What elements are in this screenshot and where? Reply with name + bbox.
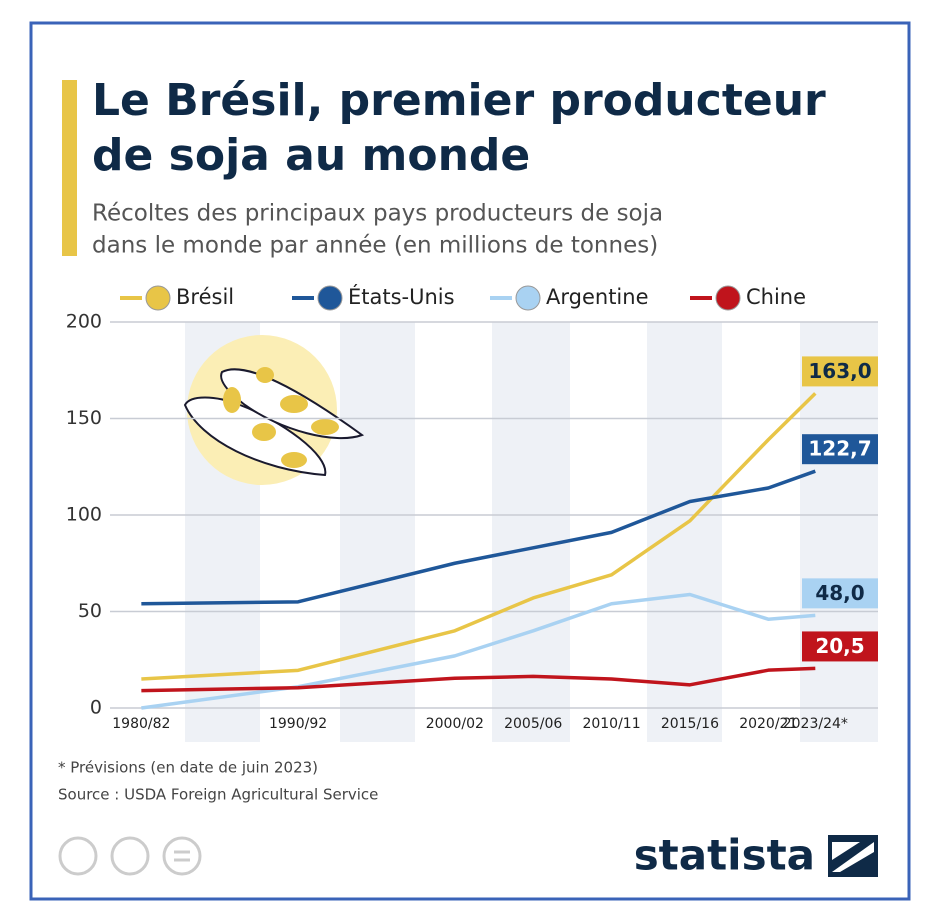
chart-title: Le Brésil, premier producteur	[92, 75, 826, 126]
x-tick-label: 2023/24*	[783, 716, 848, 732]
legend-flag	[317, 285, 343, 311]
x-tick-label: 1990/92	[269, 716, 327, 732]
accent-bar	[62, 80, 77, 256]
legend-flag	[145, 285, 171, 311]
x-tick-label: 2020/21	[739, 716, 797, 732]
legend-label: Chine	[746, 285, 806, 309]
brand: statista	[634, 831, 815, 880]
value-label-box	[802, 578, 878, 609]
bands	[185, 322, 878, 742]
x-tick-label: 2015/16	[661, 716, 719, 732]
value-label-box	[802, 631, 878, 662]
value-label-box	[802, 434, 878, 465]
legend-label: États-Unis	[348, 284, 455, 309]
y-tick-label: 150	[66, 407, 102, 429]
legend-flag	[715, 285, 741, 311]
chart-subtitle: Récoltes des principaux pays producteurs…	[92, 201, 663, 227]
license-icons	[58, 836, 202, 876]
legend-label: Argentine	[546, 285, 649, 309]
chart-subtitle: dans le monde par année (en millions de …	[92, 233, 658, 259]
series-line	[141, 592, 816, 710]
value-label: 20,5	[815, 634, 864, 658]
soy-illustration	[183, 335, 365, 485]
chart-title: de soja au monde	[92, 130, 530, 181]
value-label-box	[802, 356, 878, 387]
value-label: 163,0	[808, 359, 871, 383]
value-label: 122,7	[808, 437, 871, 461]
x-tick-label: 1980/82	[112, 716, 170, 732]
legend-flag	[515, 285, 541, 311]
frame	[29, 21, 911, 901]
series-line	[141, 666, 816, 693]
brand-logo	[828, 835, 878, 877]
y-tick-label: 0	[90, 697, 102, 719]
y-tick-label: 200	[66, 311, 102, 333]
x-tick-label: 2010/11	[582, 716, 640, 732]
legend-label: Brésil	[176, 285, 234, 309]
series-line	[141, 469, 816, 606]
value-label: 48,0	[815, 581, 864, 605]
footnote: * Prévisions (en date de juin 2023)	[58, 759, 318, 777]
x-tick-label: 2005/06	[504, 716, 562, 732]
x-tick-label: 2000/02	[426, 716, 484, 732]
y-tick-label: 100	[66, 504, 102, 526]
source: Source : USDA Foreign Agricultural Servi…	[58, 786, 378, 804]
series-line	[141, 392, 817, 681]
y-tick-label: 50	[78, 600, 102, 622]
